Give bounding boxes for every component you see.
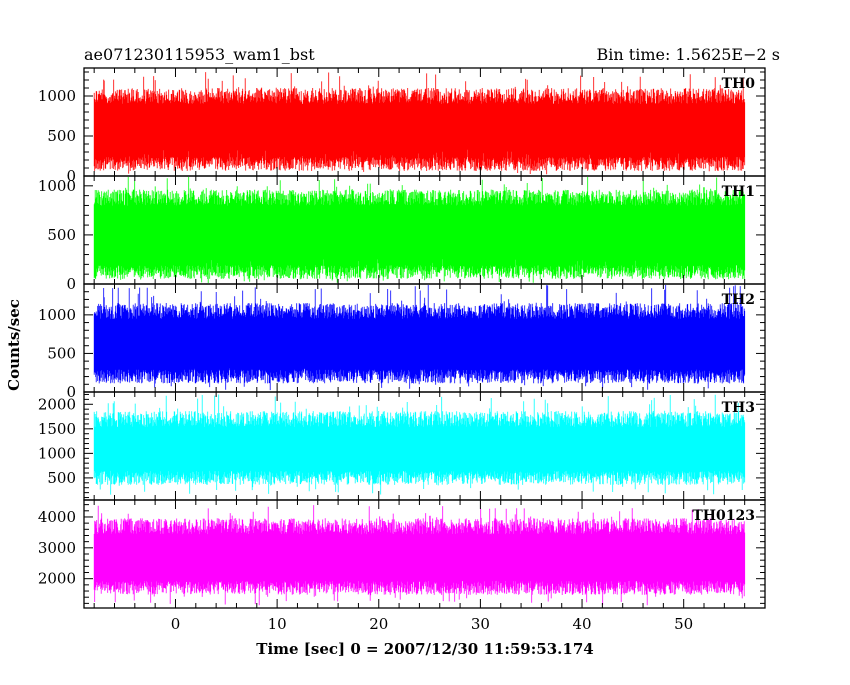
series-trace-th0123 xyxy=(93,505,746,606)
y-tick-label: 500 xyxy=(47,469,76,487)
y-tick-label: 500 xyxy=(47,344,76,362)
x-tick-label: 20 xyxy=(369,615,388,633)
panel-th0123: 2000 3000 4000 TH0123 0 10 20 30 40 50 xyxy=(38,499,766,633)
panel-th3: 500 1000 1500 2000 TH3 xyxy=(38,391,766,501)
x-tick-label: 30 xyxy=(471,615,490,633)
y-tick-label: 500 xyxy=(47,226,76,244)
bin-time-label: Bin time: 1.5625E−2 s xyxy=(597,45,780,64)
x-axis-title: Time [sec] 0 = 2007/12/30 11:59:53.174 xyxy=(256,640,593,658)
y-tick-label: 500 xyxy=(47,127,76,145)
y-tick-label: 0 xyxy=(66,383,76,401)
y-tick-label: 4000 xyxy=(38,508,76,526)
y-tick-label: 2000 xyxy=(38,570,76,588)
y-tick-label: 1000 xyxy=(38,444,76,462)
series-trace-th0 xyxy=(93,72,746,175)
y-tick-label: 0 xyxy=(66,167,76,185)
series-trace-th2 xyxy=(93,285,746,391)
y-tick-label: 0 xyxy=(66,275,76,293)
y-tick-label: 2000 xyxy=(38,395,76,413)
panel-label: TH1 xyxy=(722,184,755,200)
series-trace-th3 xyxy=(93,394,746,495)
y-tick-label: 1500 xyxy=(38,420,76,438)
y-axis-title: Counts/sec xyxy=(5,299,23,391)
x-tick-label: 50 xyxy=(674,615,693,633)
panel-label: TH2 xyxy=(722,292,755,308)
x-tick-label: 40 xyxy=(572,615,591,633)
panel-label: TH0 xyxy=(722,76,756,92)
y-tick-label: 1000 xyxy=(38,177,76,195)
panel-th2: 0 500 1000 TH2 xyxy=(38,283,766,401)
panel-label: TH3 xyxy=(722,400,755,416)
x-tick-label: 0 xyxy=(171,615,181,633)
panel-th0: 0 500 1000 TH0 xyxy=(38,67,766,185)
y-tick-label: 1000 xyxy=(38,306,76,324)
source-title: ae071230115953_wam1_bst xyxy=(84,45,315,64)
y-tick-label: 1000 xyxy=(38,87,76,105)
panel-th1: 0 500 1000 TH1 xyxy=(38,175,766,293)
x-tick-label: 10 xyxy=(268,615,287,633)
y-tick-label: 3000 xyxy=(38,539,76,557)
series-trace-th1 xyxy=(93,177,746,283)
panel-label: TH0123 xyxy=(692,508,755,524)
